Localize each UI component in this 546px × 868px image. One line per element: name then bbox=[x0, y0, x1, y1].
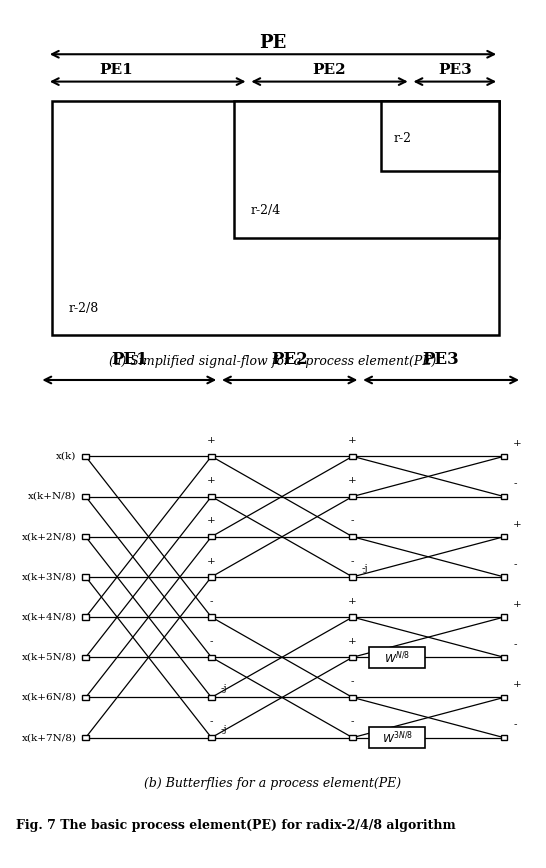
Bar bbox=[349, 454, 356, 459]
Bar bbox=[349, 695, 356, 700]
Bar bbox=[501, 575, 507, 580]
Text: PE2: PE2 bbox=[271, 351, 308, 368]
Bar bbox=[208, 615, 215, 620]
Bar bbox=[208, 494, 215, 499]
Bar bbox=[82, 735, 89, 740]
Text: +: + bbox=[348, 637, 357, 646]
Text: +: + bbox=[207, 556, 216, 566]
Text: x(k): x(k) bbox=[56, 452, 76, 461]
Bar bbox=[52, 102, 499, 336]
Bar bbox=[381, 102, 499, 172]
Text: (a) Simplified signal-flow for a process element(PE): (a) Simplified signal-flow for a process… bbox=[109, 355, 437, 368]
Bar bbox=[501, 534, 507, 539]
Text: -j: -j bbox=[221, 725, 227, 733]
Text: +: + bbox=[348, 477, 357, 485]
Text: PE1: PE1 bbox=[99, 62, 133, 77]
Bar bbox=[82, 534, 89, 539]
Bar bbox=[501, 654, 507, 660]
Text: x(k+7N/8): x(k+7N/8) bbox=[21, 733, 76, 742]
Text: -: - bbox=[513, 720, 517, 730]
Bar bbox=[208, 534, 215, 539]
Text: x(k+6N/8): x(k+6N/8) bbox=[21, 693, 76, 702]
Text: -j: -j bbox=[362, 564, 369, 573]
Bar bbox=[208, 735, 215, 740]
Text: PE3: PE3 bbox=[423, 351, 460, 368]
Bar bbox=[208, 454, 215, 459]
Text: r-2/8: r-2/8 bbox=[69, 302, 99, 314]
Text: x(k+N/8): x(k+N/8) bbox=[28, 492, 76, 501]
Bar bbox=[369, 727, 425, 748]
Text: -: - bbox=[351, 516, 354, 525]
Bar bbox=[82, 654, 89, 660]
Text: $W^{3N/8}$: $W^{3N/8}$ bbox=[382, 729, 413, 746]
Bar bbox=[349, 494, 356, 499]
Text: +: + bbox=[207, 436, 216, 445]
Bar bbox=[501, 695, 507, 700]
Bar bbox=[501, 494, 507, 499]
Text: +: + bbox=[207, 516, 216, 525]
Bar bbox=[501, 454, 507, 459]
Bar bbox=[349, 654, 356, 660]
Bar bbox=[369, 647, 425, 667]
Bar bbox=[234, 102, 499, 238]
Text: -: - bbox=[351, 677, 354, 687]
Text: PE: PE bbox=[259, 34, 287, 51]
Text: +: + bbox=[513, 681, 522, 689]
Text: PE1: PE1 bbox=[111, 351, 147, 368]
Bar bbox=[501, 735, 507, 740]
Text: +: + bbox=[207, 477, 216, 485]
Text: +: + bbox=[513, 439, 522, 448]
Text: r-2/4: r-2/4 bbox=[251, 204, 281, 217]
Text: +: + bbox=[513, 600, 522, 609]
Bar bbox=[208, 695, 215, 700]
Text: x(k+4N/8): x(k+4N/8) bbox=[21, 613, 76, 621]
Text: x(k+2N/8): x(k+2N/8) bbox=[21, 532, 76, 542]
Bar bbox=[349, 615, 356, 620]
Text: (b) Butterflies for a process element(PE): (b) Butterflies for a process element(PE… bbox=[145, 778, 401, 791]
Text: $W^{N/8}$: $W^{N/8}$ bbox=[384, 649, 410, 666]
Bar bbox=[82, 575, 89, 580]
Text: +: + bbox=[348, 597, 357, 606]
Bar bbox=[349, 735, 356, 740]
Text: +: + bbox=[513, 520, 522, 529]
Text: -: - bbox=[351, 717, 354, 727]
Text: x(k+5N/8): x(k+5N/8) bbox=[21, 653, 76, 661]
Text: -: - bbox=[210, 597, 213, 606]
Bar bbox=[501, 615, 507, 620]
Text: PE2: PE2 bbox=[313, 62, 346, 77]
Bar bbox=[82, 615, 89, 620]
Text: -: - bbox=[351, 556, 354, 566]
Text: -: - bbox=[513, 641, 517, 649]
Text: Fig. 7 The basic process element(PE) for radix-2/4/8 algorithm: Fig. 7 The basic process element(PE) for… bbox=[16, 819, 456, 832]
Text: -: - bbox=[513, 560, 517, 569]
Text: -j: -j bbox=[221, 685, 227, 694]
Text: +: + bbox=[348, 436, 357, 445]
Bar bbox=[208, 654, 215, 660]
Text: PE3: PE3 bbox=[438, 62, 472, 77]
Bar bbox=[82, 454, 89, 459]
Text: -: - bbox=[210, 637, 213, 646]
Bar bbox=[208, 575, 215, 580]
Text: x(k+3N/8): x(k+3N/8) bbox=[21, 572, 76, 582]
Bar bbox=[82, 695, 89, 700]
Bar bbox=[349, 575, 356, 580]
Text: -: - bbox=[513, 479, 517, 489]
Bar bbox=[349, 534, 356, 539]
Text: -: - bbox=[210, 717, 213, 727]
Text: r-2: r-2 bbox=[394, 132, 411, 145]
Bar bbox=[82, 494, 89, 499]
